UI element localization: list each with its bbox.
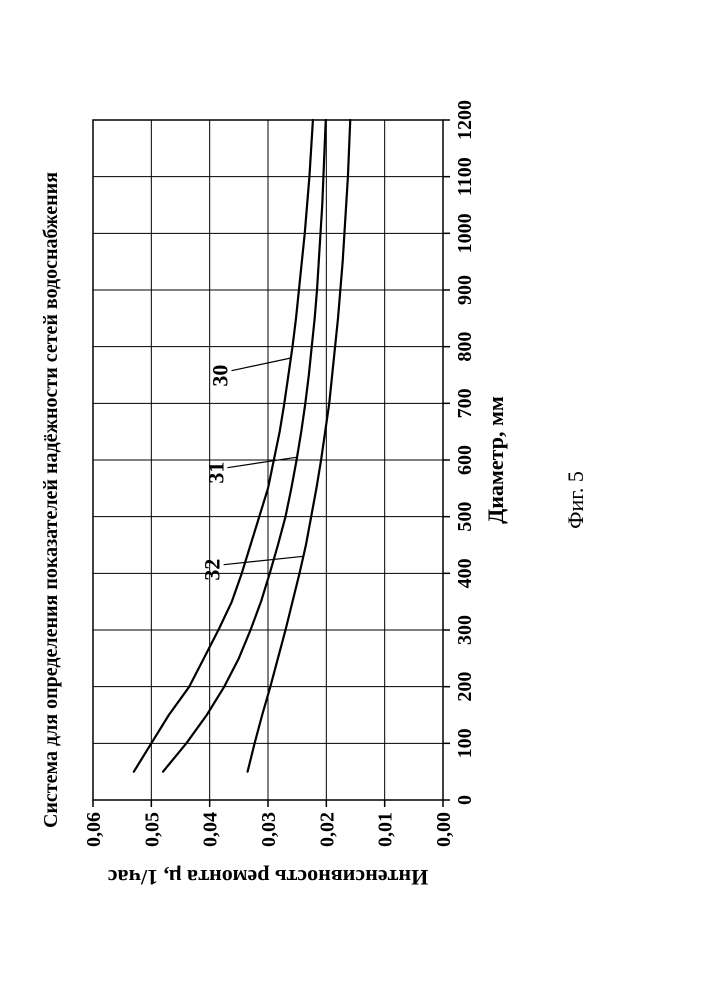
xtick-label: 0 [454,795,476,805]
rotated-layout: Система для определения показателей надё… [0,0,707,1000]
series-label: 31 [203,462,228,484]
series-label: 30 [208,365,233,387]
xtick-label: 500 [454,502,476,532]
xtick-label: 900 [454,275,476,305]
ytick-label: 0,00 [433,812,455,847]
ytick-label: 0,03 [258,812,280,847]
xtick-label: 800 [454,332,476,362]
xtick-label: 1200 [454,100,476,140]
ytick-label: 0,05 [141,812,163,847]
chart-svg: 0 100 200 300 400 500 600 700 800 900 1000 1100 1200… [63,100,533,900]
xtick-label: 300 [454,615,476,645]
xtick-label: 100 [454,728,476,758]
ytick-label: 0,04 [200,812,222,847]
xtick-label: 1100 [454,157,476,196]
ytick-label: 0,02 [316,812,338,847]
xtick-label: 700 [454,388,476,418]
ytick-label: 0,06 [83,812,105,847]
xtick-label: 600 [454,445,476,475]
figure-caption: Фиг. 5 [563,471,589,529]
xtick-label: 200 [454,672,476,702]
ytick-label: 0,01 [375,812,397,847]
ylabel: Интенсивность ремонта μ, 1/час [108,865,429,890]
xtick-label: 1000 [454,213,476,253]
xlabel: Диаметр, мм [483,396,508,524]
page-title: Система для определения показателей надё… [40,172,63,828]
series-label: 32 [200,559,225,581]
figure: Система для определения показателей надё… [0,0,707,1000]
xtick-label: 400 [454,558,476,588]
page: Система для определения показателей надё… [0,0,707,1000]
